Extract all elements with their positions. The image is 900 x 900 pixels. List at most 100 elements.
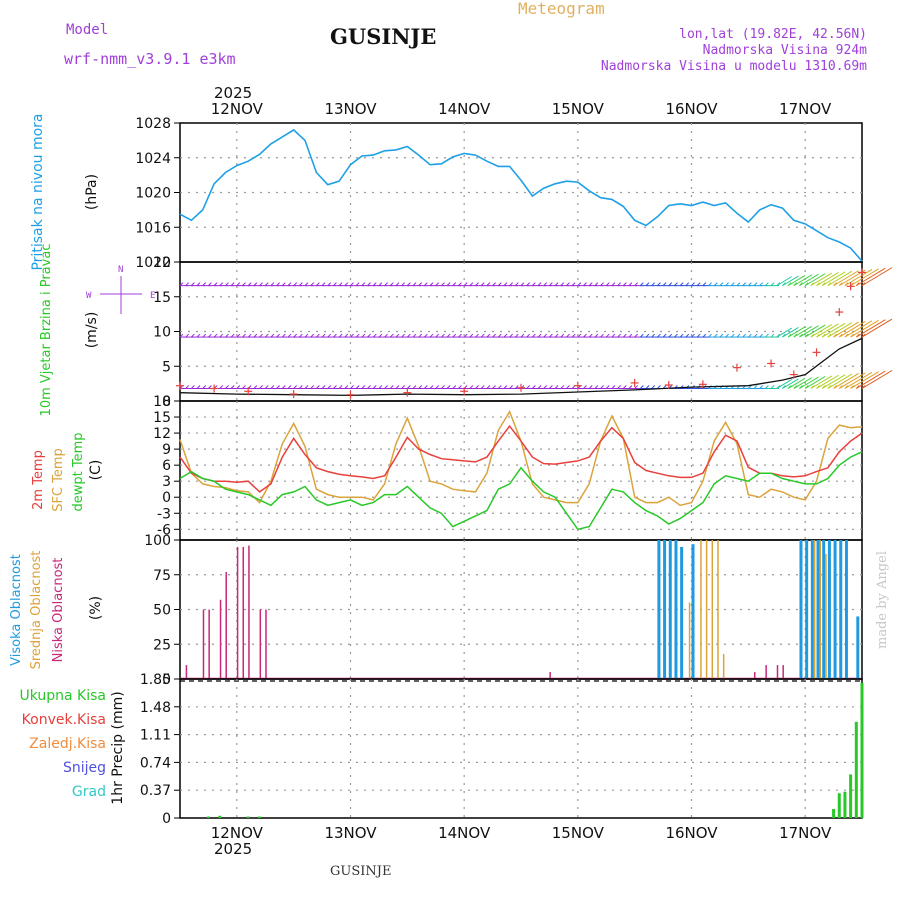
wind-barb-flag bbox=[605, 333, 610, 338]
wind-barb-flag bbox=[787, 282, 792, 286]
wind-barb bbox=[810, 272, 833, 287]
wind-barb bbox=[844, 371, 873, 389]
wind-barb-flag bbox=[458, 282, 462, 286]
wind-barb-flag bbox=[406, 385, 411, 389]
precip-panel: 0 0.37 0.74 1.11 1.48 1.85 1hr Precip (mm) Uk… bbox=[19, 672, 864, 827]
wind-barb bbox=[861, 370, 893, 389]
wind-barb-flag bbox=[230, 282, 235, 286]
cloud-bar bbox=[674, 540, 678, 679]
wind-barb-flag bbox=[236, 282, 241, 286]
wind-barb-flag bbox=[628, 385, 633, 389]
wind-barb-flag bbox=[463, 282, 468, 286]
wind-barb bbox=[861, 318, 893, 338]
wind-barb-flag bbox=[827, 385, 832, 389]
wind-barb-flag bbox=[793, 385, 798, 389]
wind-barb-flag bbox=[639, 333, 644, 338]
wind-barb bbox=[839, 321, 866, 338]
wind-barb-flag bbox=[202, 282, 207, 286]
wind-barb-flag bbox=[497, 282, 502, 286]
cloud-bar bbox=[799, 540, 803, 679]
precip-bar bbox=[206, 816, 210, 818]
wind-barb-flag bbox=[475, 282, 479, 286]
wind-barb-flag bbox=[713, 282, 718, 286]
wind-barb-flag bbox=[520, 282, 525, 286]
wind-barb bbox=[844, 269, 873, 287]
wind-barb bbox=[782, 378, 799, 389]
wind-barb-flag bbox=[747, 282, 752, 286]
wind-barb-flag bbox=[401, 333, 406, 338]
wind-barb-flag bbox=[492, 333, 496, 338]
wind-barb-flag bbox=[486, 333, 491, 338]
wind-barb-flag bbox=[372, 282, 377, 286]
y-tick-label: 9 bbox=[162, 442, 171, 458]
wind-barb-flag bbox=[549, 282, 553, 286]
wind-barb-flag bbox=[480, 333, 485, 338]
wind-barb bbox=[816, 323, 839, 338]
wind-barb-flag bbox=[259, 282, 263, 286]
wind-barb-flag bbox=[833, 282, 837, 286]
wind-barb-flag bbox=[287, 333, 292, 338]
wind-barb-flag bbox=[747, 333, 752, 338]
cloud-bar bbox=[700, 540, 702, 679]
wind-barb-flag bbox=[475, 333, 479, 338]
wind-barb-flag bbox=[838, 282, 843, 286]
wind-barb-flag bbox=[657, 385, 661, 389]
wind-barb-flag bbox=[230, 385, 235, 389]
cloud-bar bbox=[691, 544, 695, 679]
y-tick-label: 50 bbox=[153, 603, 171, 619]
wind-barb-flag bbox=[236, 385, 241, 389]
wind-barb-flag bbox=[816, 282, 820, 286]
wind-barb bbox=[850, 371, 879, 389]
wind-barb-flag bbox=[685, 282, 690, 286]
wind-barb-flag bbox=[679, 333, 684, 338]
station-title: GUSINJE bbox=[330, 24, 436, 49]
wind-barb-flag bbox=[844, 385, 849, 389]
wind-barb-flag bbox=[310, 282, 315, 286]
wind-barb-flag bbox=[691, 282, 695, 286]
cloud-bar bbox=[825, 553, 827, 679]
wind-barb-flag bbox=[617, 282, 621, 286]
wind-barb-flag bbox=[730, 282, 735, 286]
wind-barb-flag bbox=[639, 385, 644, 389]
cloud-bar bbox=[688, 602, 691, 679]
wind-barb-flag bbox=[611, 333, 616, 338]
wind-barb-flag bbox=[622, 385, 627, 389]
wind-barb-flag bbox=[719, 282, 724, 286]
top-day-label: 14NOV bbox=[438, 100, 491, 118]
wind-barb bbox=[844, 320, 873, 338]
wind-barb-flag bbox=[833, 333, 837, 338]
wind-barb-flag bbox=[333, 385, 337, 389]
wind-barb-flag bbox=[412, 333, 417, 338]
wind-barb-flag bbox=[287, 385, 292, 389]
y-tick-label: 1024 bbox=[135, 151, 171, 167]
wind-barb-flag bbox=[759, 282, 764, 286]
precip-bar bbox=[218, 815, 222, 818]
wind-barb bbox=[776, 379, 793, 389]
wind-barb-flag bbox=[384, 333, 388, 338]
wind-barb-flag bbox=[406, 282, 411, 286]
wind-barb-flag bbox=[185, 282, 190, 286]
wind-barb-flag bbox=[782, 282, 786, 286]
wind-barb-flag bbox=[770, 333, 775, 338]
wind-barb-flag bbox=[685, 333, 690, 338]
cloud-bar bbox=[242, 546, 245, 679]
pressure-panel-frame bbox=[179, 122, 863, 263]
y-tick-label: 0 bbox=[162, 490, 171, 506]
wind-barb-flag bbox=[679, 282, 684, 286]
wind-barb-flag bbox=[338, 282, 343, 286]
wind-barb-flag bbox=[264, 282, 269, 286]
cloud-panel-frame bbox=[179, 539, 863, 680]
compass-rose-icon: N W E bbox=[86, 265, 155, 314]
cloud-unit: (%) bbox=[88, 596, 104, 620]
wind-barb-flag bbox=[583, 385, 587, 389]
wind-barb-flag bbox=[799, 282, 803, 286]
wind-barb-flag bbox=[242, 282, 246, 286]
wind-barb-flag bbox=[514, 333, 519, 338]
temp-2m-title: 2m Temp bbox=[31, 450, 46, 510]
wind-barb-flag bbox=[617, 333, 621, 338]
y-tick-label: 18 bbox=[153, 394, 171, 410]
precip-bar bbox=[860, 682, 864, 818]
wind-barbs bbox=[179, 267, 893, 389]
wind-barb-flag bbox=[583, 282, 587, 286]
wind-barb-flag bbox=[594, 333, 599, 338]
